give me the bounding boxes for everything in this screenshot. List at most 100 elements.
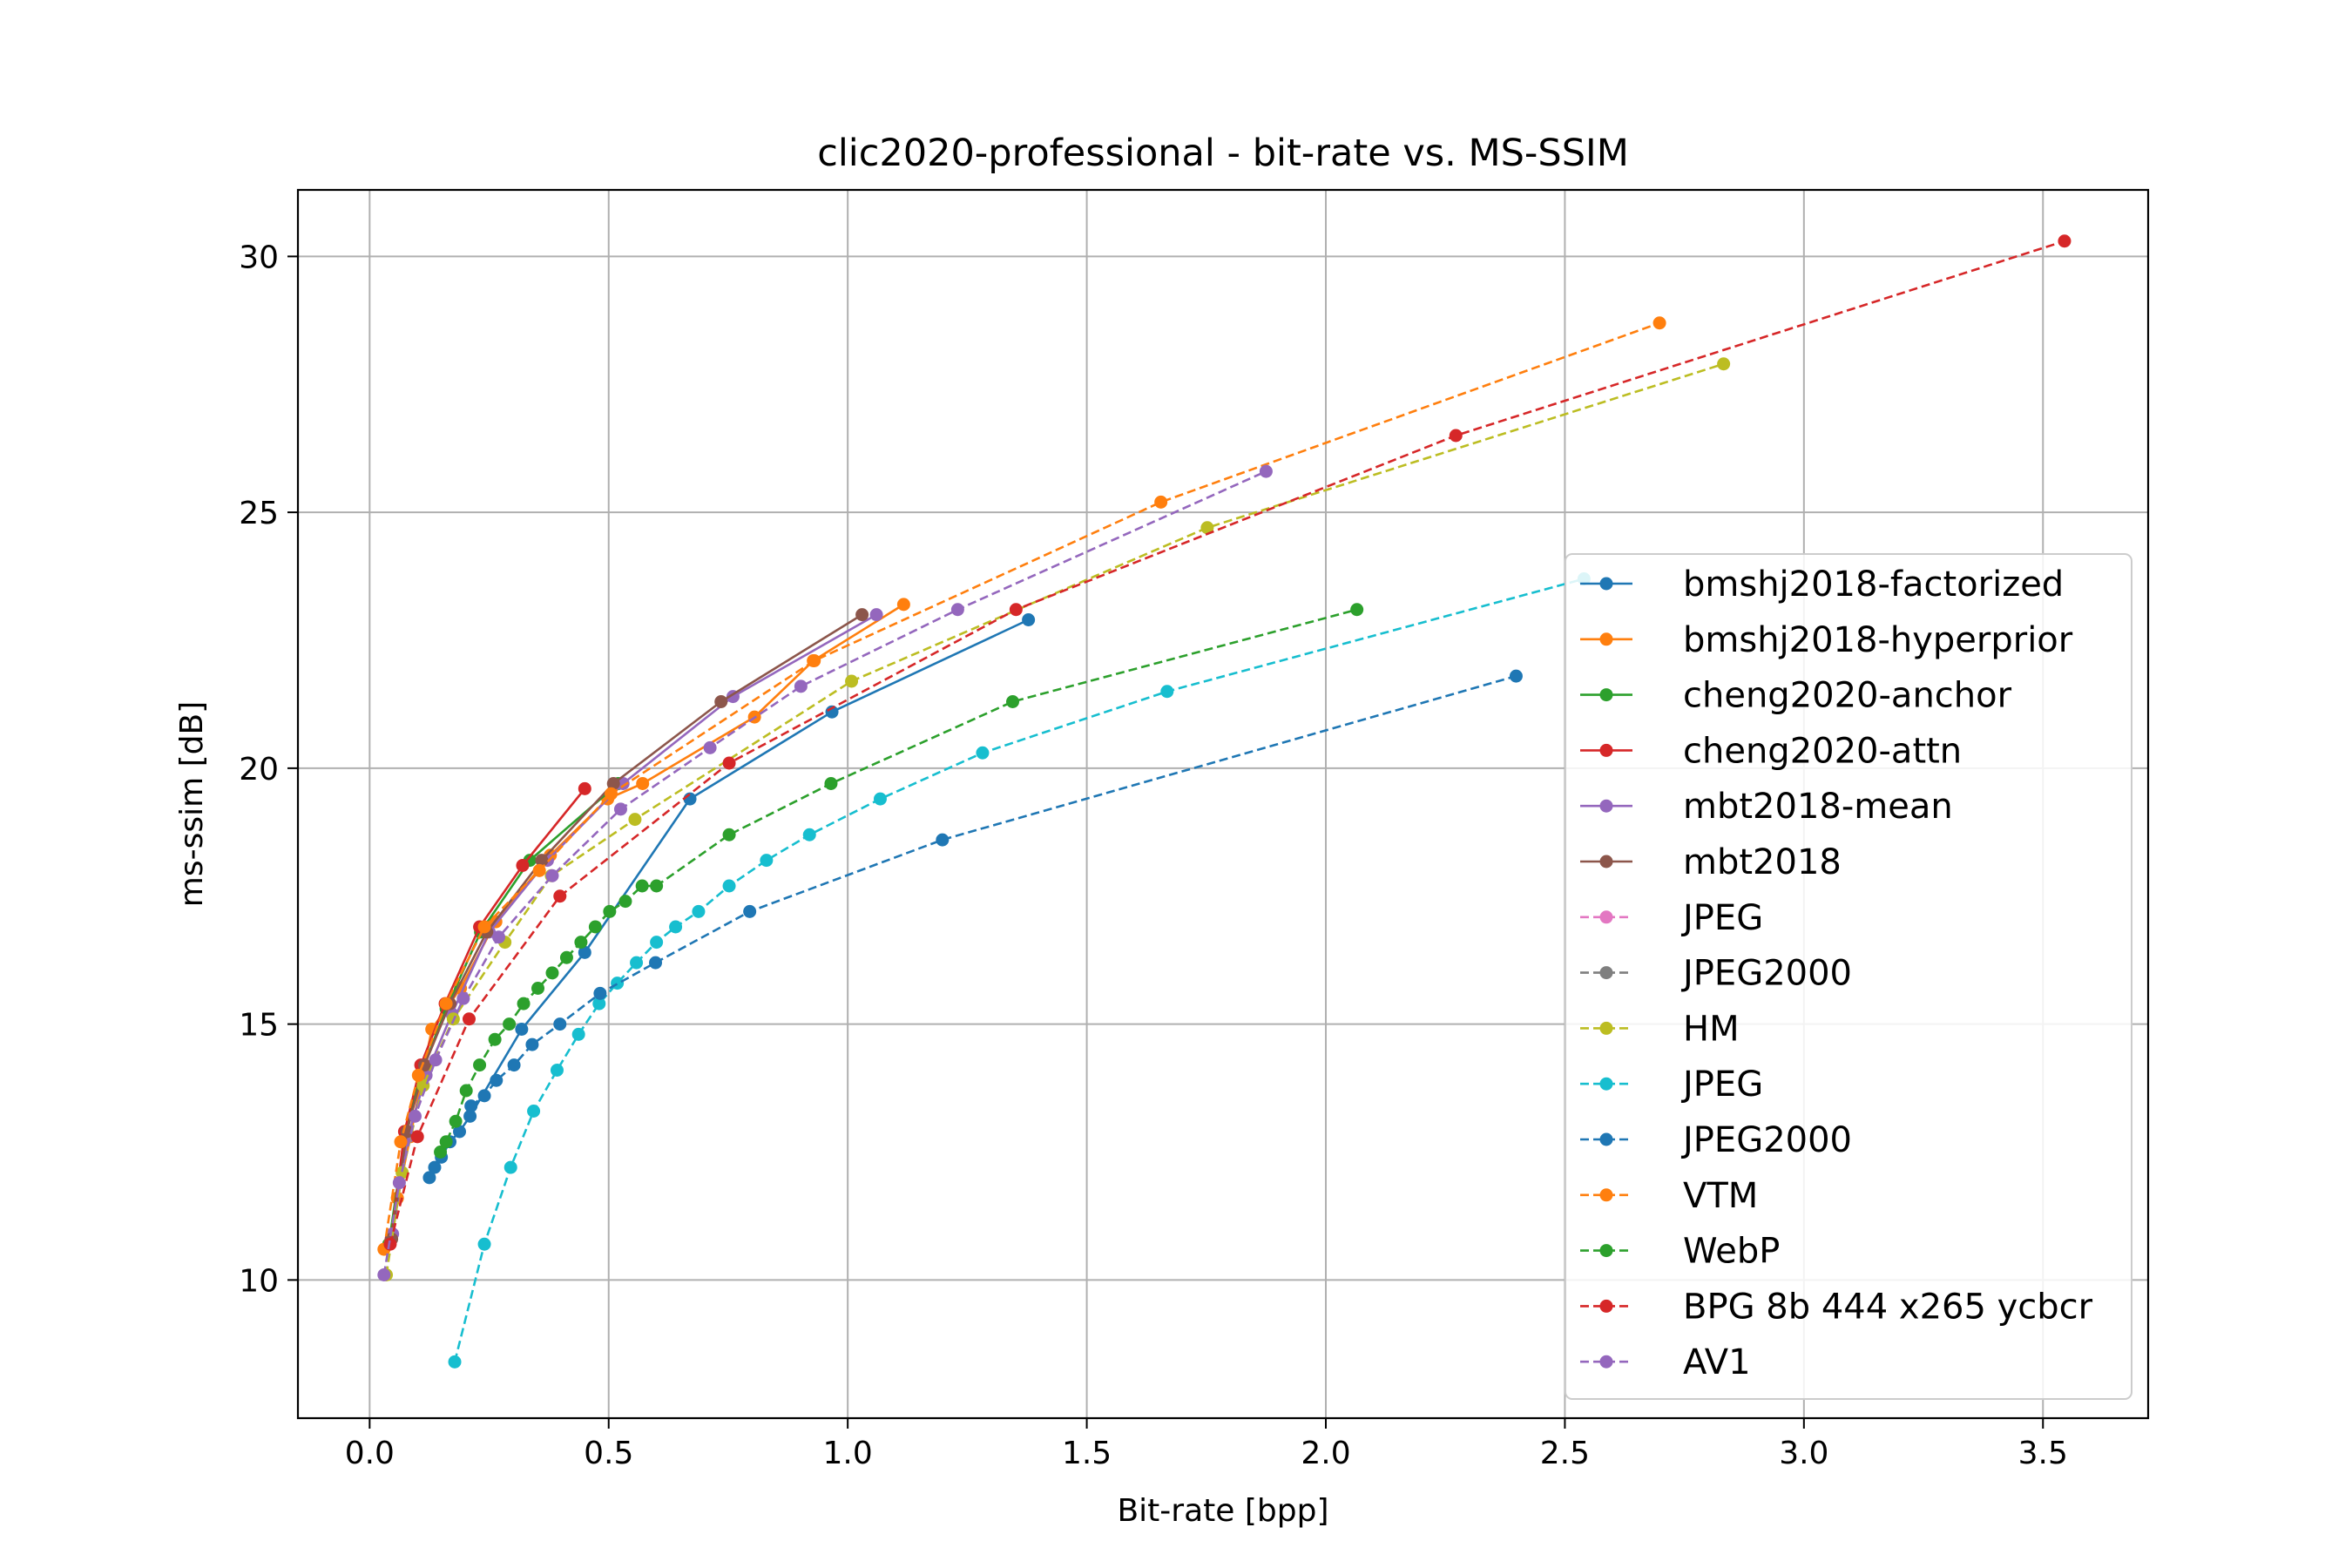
data-point bbox=[613, 802, 627, 816]
data-point bbox=[477, 1089, 491, 1103]
x-tick-label: 2.0 bbox=[1301, 1436, 1350, 1471]
data-point bbox=[449, 1114, 463, 1128]
legend-swatch-marker bbox=[1599, 799, 1613, 813]
legend-label: bmshj2018-hyperprior bbox=[1683, 620, 2073, 660]
legend-swatch-marker bbox=[1599, 1021, 1613, 1035]
legend-swatch-marker bbox=[1599, 688, 1613, 702]
data-point bbox=[606, 777, 620, 790]
legend-label: cheng2020-anchor bbox=[1683, 676, 2012, 716]
data-point bbox=[553, 889, 567, 903]
series-line bbox=[389, 240, 2065, 1245]
legend-item: JPEG2000 bbox=[1580, 1120, 1852, 1160]
data-point bbox=[428, 1160, 442, 1174]
legend-item: VTM bbox=[1580, 1176, 1758, 1216]
data-point bbox=[531, 982, 545, 995]
legend-item: JPEG2000 bbox=[1580, 954, 1852, 994]
y-tick-label: 15 bbox=[239, 1008, 279, 1044]
data-point bbox=[692, 904, 706, 918]
data-point bbox=[571, 1027, 585, 1041]
legend-swatch-marker bbox=[1599, 577, 1613, 591]
series-line bbox=[382, 321, 1660, 1250]
data-point bbox=[545, 966, 559, 980]
data-point bbox=[1022, 613, 1036, 626]
data-point bbox=[1652, 316, 1666, 330]
legend-item: WebP bbox=[1580, 1232, 1780, 1272]
data-point bbox=[1200, 521, 1214, 535]
data-point bbox=[535, 854, 549, 868]
axis-ticks: 0.0 0.5 1.0 1.5 2.0 2.5 3.0 3.5 10 15 20 25 30 bbox=[239, 240, 2068, 1471]
data-point bbox=[1009, 603, 1023, 617]
data-point bbox=[439, 1135, 453, 1149]
legend-swatch-marker bbox=[1599, 910, 1613, 924]
legend-item: mbt2018 bbox=[1580, 842, 1842, 882]
x-tick-label: 0.0 bbox=[345, 1436, 395, 1471]
data-point bbox=[550, 1064, 564, 1077]
data-point bbox=[936, 833, 950, 847]
legend: bmshj2018-factorized bmshj2018-hyperprior… bbox=[1565, 553, 2132, 1400]
series-14 bbox=[377, 464, 1273, 1281]
data-point bbox=[434, 1146, 448, 1159]
legend-label: WebP bbox=[1683, 1232, 1780, 1272]
data-point bbox=[635, 879, 649, 893]
data-point bbox=[722, 879, 736, 893]
legend-item: AV1 bbox=[1580, 1342, 1751, 1382]
legend-item: JPEG bbox=[1580, 898, 1763, 938]
series-12 bbox=[434, 603, 1364, 1159]
data-point bbox=[422, 1171, 436, 1185]
data-point bbox=[516, 859, 530, 872]
data-point bbox=[794, 679, 808, 693]
data-point bbox=[976, 746, 990, 760]
data-point bbox=[507, 1058, 521, 1072]
y-tick-label: 10 bbox=[239, 1263, 279, 1299]
data-point bbox=[1449, 429, 1463, 443]
data-point bbox=[462, 1012, 476, 1026]
data-point bbox=[453, 1125, 467, 1139]
legend-item: bmshj2018-hyperprior bbox=[1580, 620, 2073, 660]
chart-title: clic2020-professional - bit-rate vs. MS-… bbox=[817, 132, 1629, 175]
data-point bbox=[669, 920, 683, 934]
data-point bbox=[429, 1053, 443, 1067]
data-point bbox=[714, 695, 728, 708]
legend-item: BPG 8b 444 x265 ycbcr bbox=[1580, 1287, 2093, 1327]
data-point bbox=[650, 879, 664, 893]
x-tick-label: 3.5 bbox=[2018, 1436, 2068, 1471]
data-point bbox=[722, 828, 736, 841]
data-point bbox=[488, 1032, 502, 1046]
data-point bbox=[604, 787, 618, 801]
x-tick-label: 1.5 bbox=[1062, 1436, 1112, 1471]
series-line bbox=[382, 470, 1267, 1275]
data-point bbox=[492, 930, 506, 944]
data-point bbox=[377, 1268, 391, 1281]
data-point bbox=[950, 603, 964, 617]
data-point bbox=[855, 608, 869, 622]
data-point bbox=[477, 1237, 491, 1251]
data-point bbox=[649, 956, 663, 970]
data-point bbox=[411, 1068, 425, 1082]
y-tick-label: 20 bbox=[239, 752, 279, 787]
data-point bbox=[395, 1166, 409, 1179]
data-point bbox=[456, 991, 470, 1005]
legend-label: HM bbox=[1683, 1009, 1740, 1049]
legend-swatch-marker bbox=[1599, 1188, 1613, 1202]
legend-item: bmshj2018-factorized bbox=[1580, 564, 2064, 605]
data-point bbox=[574, 936, 588, 950]
legend-swatch-marker bbox=[1599, 1299, 1613, 1313]
data-point bbox=[588, 920, 602, 934]
data-point bbox=[2058, 234, 2072, 248]
data-point bbox=[616, 777, 630, 790]
data-point bbox=[1006, 695, 1020, 708]
x-tick-label: 1.0 bbox=[823, 1436, 873, 1471]
data-point bbox=[448, 1355, 462, 1369]
legend-label: mbt2018-mean bbox=[1683, 787, 1953, 827]
x-tick-label: 0.5 bbox=[584, 1436, 633, 1471]
legend-swatch-marker bbox=[1599, 743, 1613, 757]
series-13 bbox=[383, 234, 2072, 1251]
data-point bbox=[1154, 495, 1168, 509]
legend-label: JPEG2000 bbox=[1680, 1120, 1852, 1160]
data-point bbox=[532, 863, 546, 877]
data-point bbox=[618, 895, 632, 909]
legend-item: cheng2020-anchor bbox=[1580, 676, 2012, 716]
legend-swatch-marker bbox=[1599, 966, 1613, 980]
data-point bbox=[553, 1017, 567, 1031]
data-point bbox=[824, 777, 838, 790]
